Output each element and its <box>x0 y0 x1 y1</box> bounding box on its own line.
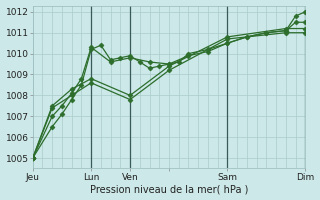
X-axis label: Pression niveau de la mer( hPa ): Pression niveau de la mer( hPa ) <box>90 184 248 194</box>
